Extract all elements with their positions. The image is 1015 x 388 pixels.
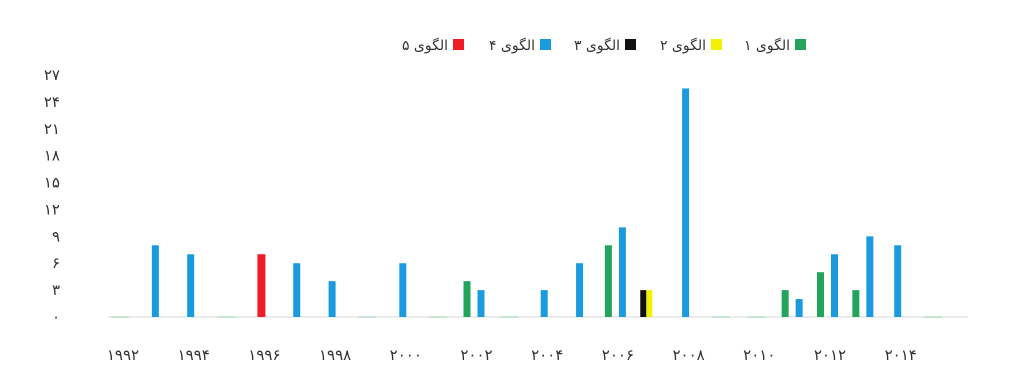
- legend-swatch-series-1: [795, 39, 806, 50]
- y-tick-label: ۱۲: [44, 200, 60, 218]
- x-tick-label: ۱۹۹۸: [319, 346, 351, 364]
- zero-marker-2001: [429, 316, 448, 318]
- x-axis: ۱۹۹۲ ۱۹۹۴ ۱۹۹۶ ۱۹۹۸ ۲۰۰۰ ۲۰۰۲ ۲۰۰۴ ۲۰۰۶ ۲۰۰۸ ۲۰۱۰…: [107, 346, 917, 364]
- bar-2002-series-4: [477, 290, 485, 317]
- x-tick-label: ۲۰۱۲: [814, 346, 846, 364]
- x-tick-label: ۲۰۰۲: [460, 346, 492, 364]
- bar-2007-series-2: [646, 290, 653, 317]
- zero-marker-1992: [111, 316, 129, 318]
- zero-marker-2003: [499, 316, 518, 318]
- y-axis: ۰ ۳ ۶ ۹ ۱۲ ۱۵ ۱۸ ۲۱ ۲۴ ۲۷: [44, 66, 968, 326]
- legend-label-series-5: الگوی ۵: [402, 37, 448, 54]
- bar-1993-series-4: [151, 245, 159, 317]
- bar-2012-series-1: [817, 272, 824, 317]
- y-tick-label: ۲۷: [44, 66, 60, 84]
- bar-2007-series-3: [640, 290, 647, 317]
- bar-2012-series-4: [831, 254, 838, 317]
- bar-2006-series-1: [604, 245, 612, 317]
- bar-2011-series-1: [781, 290, 789, 317]
- x-tick-label: ۱۹۹۲: [107, 346, 139, 364]
- zero-marker-2015: [924, 316, 943, 318]
- x-tick-label: ۱۹۹۶: [248, 346, 280, 364]
- y-tick-label: ۰: [52, 308, 60, 326]
- legend-swatch-series-2: [711, 39, 722, 50]
- y-tick-label: ۲۱: [44, 120, 60, 138]
- bar-2008-series-4: [682, 88, 690, 317]
- y-tick-label: ۳: [52, 281, 60, 299]
- y-tick-label: ۹: [52, 227, 60, 245]
- legend-swatch-series-3: [625, 39, 636, 50]
- y-tick-label: ۲۴: [44, 93, 60, 111]
- x-tick-label: ۲۰۱۴: [885, 346, 917, 364]
- bar-1998-series-4: [328, 281, 336, 317]
- bar-2013-series-1: [852, 290, 860, 317]
- bar-1996-series-5: [257, 254, 266, 317]
- legend: الگوی ۱ الگوی ۲ الگوی ۳ الگوی ۴ الگوی ۵: [402, 37, 806, 54]
- legend-label-series-1: الگوی ۱: [744, 37, 790, 54]
- legend-swatch-series-5: [453, 39, 464, 50]
- bars: [111, 88, 943, 318]
- zero-marker-1995: [217, 316, 236, 318]
- zero-marker-2009: [711, 316, 730, 318]
- x-tick-label: ۲۰۰۶: [602, 346, 634, 364]
- x-tick-label: ۲۰۰۰: [390, 346, 422, 364]
- legend-label-series-2: الگوی ۲: [660, 37, 706, 54]
- x-tick-label: ۲۰۰۴: [531, 346, 563, 364]
- bar-2014-series-4: [894, 245, 902, 317]
- bar-2000-series-4: [399, 263, 407, 317]
- legend-swatch-series-4: [540, 39, 551, 50]
- bar-2002-series-1: [463, 281, 471, 317]
- bar-2004-series-4: [540, 290, 548, 317]
- y-tick-label: ۱۵: [44, 174, 60, 192]
- bar-2005-series-4: [576, 263, 584, 317]
- y-tick-label: ۱۸: [44, 147, 60, 165]
- bar-2013-series-4: [866, 236, 874, 317]
- x-tick-label: ۱۹۹۴: [178, 346, 210, 364]
- bar-2006-series-4: [618, 227, 626, 317]
- legend-label-series-4: الگوی ۴: [489, 37, 535, 54]
- bar-2011-series-4: [795, 299, 803, 317]
- zero-marker-2010: [747, 316, 766, 318]
- x-tick-label: ۲۰۰۸: [672, 346, 704, 364]
- bar-1994-series-4: [187, 254, 195, 317]
- y-tick-label: ۶: [52, 254, 60, 272]
- legend-label-series-3: الگوی ۳: [574, 37, 620, 54]
- x-tick-label: ۲۰۱۰: [743, 346, 775, 364]
- bar-1997-series-4: [293, 263, 301, 317]
- zero-marker-1999: [358, 316, 377, 318]
